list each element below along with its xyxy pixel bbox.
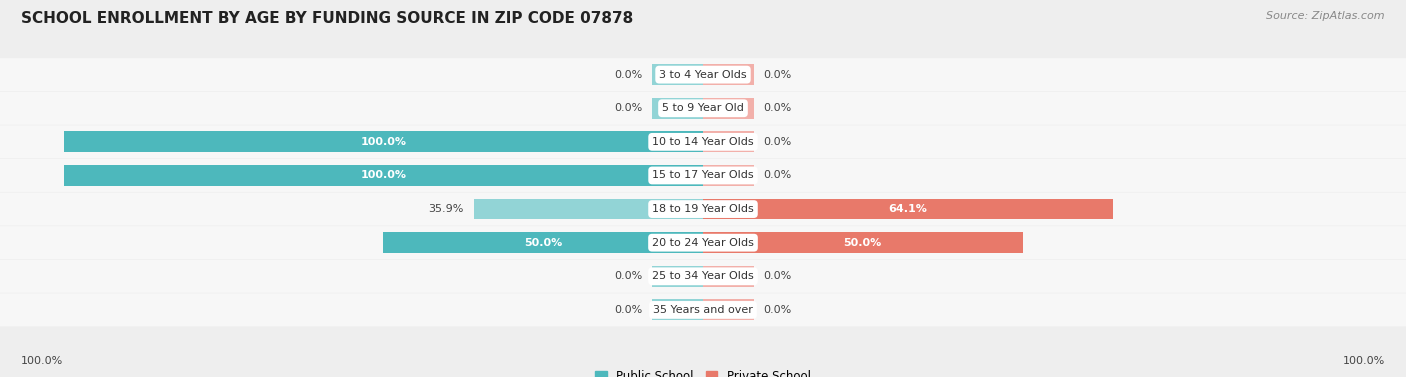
Text: 0.0%: 0.0% — [763, 305, 792, 315]
Bar — [652, 64, 703, 85]
Text: 0.0%: 0.0% — [614, 70, 643, 80]
Text: 5 to 9 Year Old: 5 to 9 Year Old — [662, 103, 744, 113]
Text: 50.0%: 50.0% — [844, 238, 882, 248]
Bar — [703, 98, 754, 119]
Text: 25 to 34 Year Olds: 25 to 34 Year Olds — [652, 271, 754, 281]
Text: 18 to 19 Year Olds: 18 to 19 Year Olds — [652, 204, 754, 214]
FancyBboxPatch shape — [0, 159, 1406, 192]
FancyBboxPatch shape — [0, 193, 1406, 225]
Text: 50.0%: 50.0% — [524, 238, 562, 248]
Bar — [63, 165, 703, 186]
Bar — [703, 266, 754, 287]
FancyBboxPatch shape — [0, 58, 1406, 91]
Text: 0.0%: 0.0% — [614, 103, 643, 113]
Text: 64.1%: 64.1% — [889, 204, 928, 214]
Text: 0.0%: 0.0% — [763, 137, 792, 147]
FancyBboxPatch shape — [0, 92, 1406, 125]
Bar — [652, 299, 703, 320]
Text: 10 to 14 Year Olds: 10 to 14 Year Olds — [652, 137, 754, 147]
Text: 100.0%: 100.0% — [1343, 356, 1385, 366]
Bar — [703, 165, 754, 186]
Bar — [703, 232, 1022, 253]
FancyBboxPatch shape — [0, 260, 1406, 293]
Text: 100.0%: 100.0% — [360, 170, 406, 181]
FancyBboxPatch shape — [0, 293, 1406, 326]
Bar — [474, 199, 703, 219]
Bar — [652, 266, 703, 287]
Bar — [703, 199, 1112, 219]
Text: 0.0%: 0.0% — [614, 271, 643, 281]
Legend: Public School, Private School: Public School, Private School — [591, 365, 815, 377]
Text: 0.0%: 0.0% — [763, 103, 792, 113]
Text: 35.9%: 35.9% — [429, 204, 464, 214]
Text: SCHOOL ENROLLMENT BY AGE BY FUNDING SOURCE IN ZIP CODE 07878: SCHOOL ENROLLMENT BY AGE BY FUNDING SOUR… — [21, 11, 633, 26]
Bar — [384, 232, 703, 253]
Text: Source: ZipAtlas.com: Source: ZipAtlas.com — [1267, 11, 1385, 21]
Text: 100.0%: 100.0% — [21, 356, 63, 366]
FancyBboxPatch shape — [0, 126, 1406, 158]
Text: 15 to 17 Year Olds: 15 to 17 Year Olds — [652, 170, 754, 181]
Bar — [703, 132, 754, 152]
Text: 0.0%: 0.0% — [614, 305, 643, 315]
Text: 0.0%: 0.0% — [763, 70, 792, 80]
Bar — [652, 98, 703, 119]
Bar — [703, 64, 754, 85]
Bar — [63, 132, 703, 152]
Text: 20 to 24 Year Olds: 20 to 24 Year Olds — [652, 238, 754, 248]
Text: 100.0%: 100.0% — [360, 137, 406, 147]
Text: 0.0%: 0.0% — [763, 271, 792, 281]
Text: 35 Years and over: 35 Years and over — [652, 305, 754, 315]
Bar — [703, 299, 754, 320]
Text: 0.0%: 0.0% — [763, 170, 792, 181]
FancyBboxPatch shape — [0, 226, 1406, 259]
Text: 3 to 4 Year Olds: 3 to 4 Year Olds — [659, 70, 747, 80]
